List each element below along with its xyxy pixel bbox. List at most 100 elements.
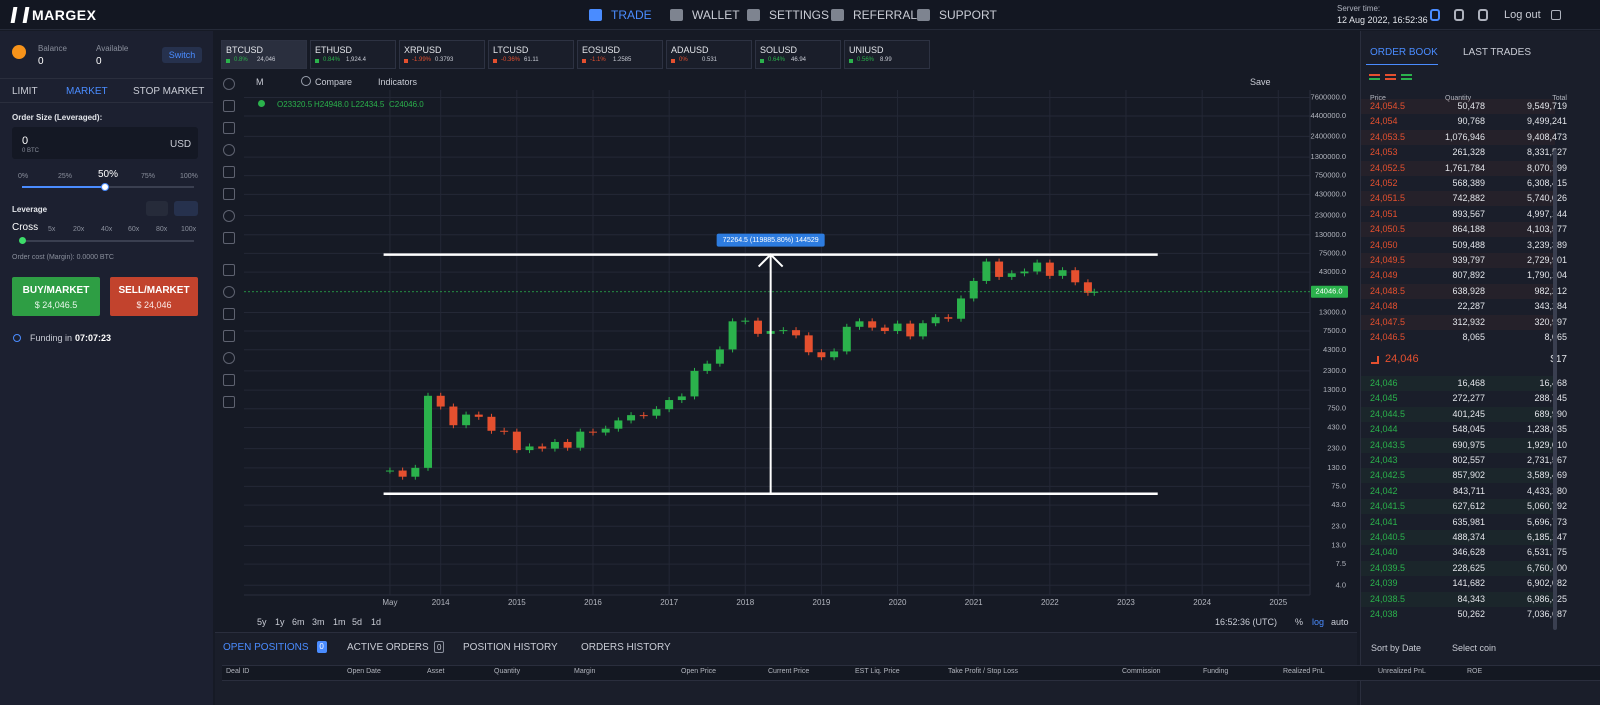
range-button[interactable]: 5d — [352, 617, 363, 627]
bottom-tab[interactable]: ORDERS HISTORY — [581, 642, 671, 653]
buy-button[interactable] — [12, 277, 100, 316]
sell-label: SELL/MARKET — [118, 285, 190, 296]
order-book-row — [1361, 99, 1555, 114]
scale-option[interactable]: log — [1312, 617, 1325, 627]
range-button[interactable]: 1d — [371, 617, 382, 627]
switch-button[interactable]: Switch — [162, 47, 202, 63]
y-tick-label: 2300.0 — [1323, 366, 1346, 375]
drawing-tool[interactable] — [223, 166, 235, 178]
scale-option[interactable]: % — [1295, 617, 1304, 627]
scale-option[interactable]: auto — [1331, 617, 1349, 627]
y-tick-label: 750000.0 — [1315, 171, 1346, 180]
bottom-tab[interactable]: POSITION HISTORY — [463, 642, 558, 653]
nav-item[interactable]: WALLET — [692, 8, 740, 22]
ohlc-value: O23320.5 — [277, 100, 313, 109]
order-total: 4,997,144 — [1526, 208, 1567, 219]
order-quantity: 261,328 — [1452, 147, 1485, 158]
ticker[interactable] — [221, 40, 307, 69]
drawing-tool[interactable] — [223, 232, 235, 244]
order-total: 6,185,147 — [1526, 532, 1567, 542]
nav-item[interactable]: TRADE — [611, 8, 652, 22]
ticker-arrow — [315, 59, 319, 63]
order-tab[interactable]: STOP MARKET — [133, 86, 205, 97]
sell-button[interactable] — [110, 277, 198, 316]
leverage-mode[interactable] — [174, 201, 198, 216]
logout[interactable]: Log out — [1504, 9, 1541, 21]
drawing-tool[interactable] — [223, 352, 235, 364]
candle — [728, 321, 737, 350]
ticker-change: -1.1% — [590, 57, 606, 63]
ticker[interactable] — [844, 40, 930, 69]
compare[interactable]: Compare — [315, 77, 353, 87]
ticker[interactable] — [399, 40, 485, 69]
leverage-knob[interactable] — [19, 237, 26, 244]
order-tab[interactable]: LIMIT — [12, 86, 38, 97]
order-book-row — [1361, 222, 1555, 238]
slider-knob[interactable] — [101, 183, 109, 191]
leverage-option[interactable]: 40x — [101, 226, 113, 233]
book-view-icon[interactable] — [1369, 74, 1380, 80]
range-button[interactable]: 6m — [292, 617, 305, 627]
candle — [842, 326, 851, 352]
leverage-option[interactable]: 60x — [128, 226, 140, 233]
nav-item[interactable]: REFERRAL — [853, 8, 918, 22]
sort[interactable]: Sort by Date — [1371, 643, 1422, 653]
drawing-tool[interactable] — [223, 308, 235, 320]
order-price: 24,051 — [1370, 208, 1398, 219]
range-button[interactable]: 1m — [333, 617, 346, 627]
indicators[interactable]: Indicators — [378, 77, 418, 87]
save[interactable]: Save — [1250, 77, 1271, 87]
range-button[interactable]: 1y — [275, 617, 285, 627]
order-cost: Order cost (Margin): 0.0000 BTC — [12, 254, 114, 261]
order-quantity: 509,488 — [1452, 239, 1485, 250]
order-size-input[interactable] — [12, 127, 198, 159]
drawing-tool[interactable] — [223, 78, 235, 90]
ticker-price: 1.2585 — [613, 57, 632, 63]
drawing-tool[interactable] — [223, 286, 235, 298]
drawing-tool[interactable] — [223, 374, 235, 386]
column-header: Open Date — [347, 668, 381, 675]
order-price: 24,038 — [1370, 609, 1398, 619]
leverage-option[interactable]: 5x — [48, 226, 56, 233]
drawing-tool[interactable] — [223, 122, 235, 134]
ticker[interactable] — [755, 40, 841, 69]
drawing-tool[interactable] — [223, 264, 235, 276]
y-tick-label: 750.0 — [1327, 404, 1346, 413]
ticker-symbol: SOLUSD — [760, 45, 798, 55]
leverage-edit[interactable] — [146, 201, 168, 216]
interval[interactable]: M — [256, 77, 264, 87]
select-coin[interactable]: Select coin — [1452, 643, 1497, 653]
drawing-tool[interactable] — [223, 144, 235, 156]
header-icon — [1430, 9, 1440, 21]
drawing-tool[interactable] — [223, 188, 235, 200]
order-quantity: 635,981 — [1452, 516, 1485, 527]
drawing-tool[interactable] — [223, 210, 235, 222]
bottom-tab[interactable]: OPEN POSITIONS — [223, 642, 309, 653]
book-view-icon[interactable] — [1385, 74, 1396, 80]
leverage-option[interactable]: 100x — [181, 226, 197, 233]
ticker[interactable] — [666, 40, 752, 69]
drawing-tool[interactable] — [223, 100, 235, 112]
ticker[interactable] — [310, 40, 396, 69]
candle — [715, 349, 724, 364]
ticker-symbol: ADAUSD — [671, 45, 709, 55]
order-book-tab[interactable]: ORDER BOOK — [1370, 47, 1438, 58]
ticker[interactable] — [577, 40, 663, 69]
separator — [0, 102, 213, 103]
nav-item[interactable]: SETTINGS — [769, 8, 830, 22]
order-book-tab[interactable]: LAST TRADES — [1463, 47, 1531, 58]
range-button[interactable]: 3m — [312, 617, 325, 627]
drawing-tool[interactable] — [223, 330, 235, 342]
leverage-option[interactable]: 20x — [73, 226, 85, 233]
drawing-tool[interactable] — [223, 396, 235, 408]
ticker[interactable] — [488, 40, 574, 69]
order-total: 982,212 — [1534, 285, 1567, 296]
nav-item[interactable]: SUPPORT — [939, 8, 997, 22]
order-total: 5,740,026 — [1526, 193, 1567, 204]
order-tab[interactable]: MARKET — [66, 86, 108, 97]
range-button[interactable]: 5y — [257, 617, 267, 627]
leverage-option[interactable]: 80x — [156, 226, 168, 233]
book-view-icon[interactable] — [1401, 74, 1412, 80]
bottom-tab[interactable]: ACTIVE ORDERS — [347, 642, 429, 653]
ticker-arrow — [493, 59, 497, 63]
